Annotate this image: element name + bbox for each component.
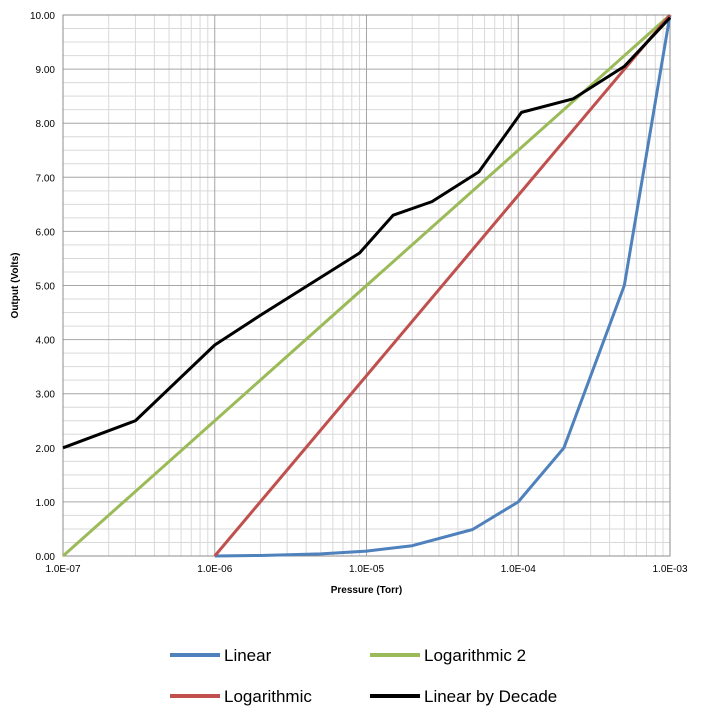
x-tick-label: 1.0E-06 — [197, 564, 232, 575]
x-tick-label: 1.0E-07 — [45, 564, 80, 575]
y-tick-label: 7.00 — [36, 173, 56, 184]
series-line-logarithmic — [213, 14, 672, 557]
plot-area-border — [62, 14, 671, 557]
legend-label-linear: Linear — [224, 646, 272, 665]
y-tick-label: 9.00 — [36, 65, 56, 76]
y-tick-label: 0.00 — [36, 552, 56, 563]
y-tick-label: 8.00 — [36, 119, 56, 130]
x-tick-label: 1.0E-05 — [349, 564, 384, 575]
y-tick-label: 3.00 — [36, 390, 56, 401]
series-line-linear-by-decade — [62, 16, 672, 450]
x-axis-title: Pressure (Torr) — [331, 585, 403, 596]
y-tick-label: 5.00 — [36, 282, 56, 293]
y-axis-title: Output (Volts) — [10, 253, 21, 319]
x-tick-label: 1.0E-03 — [652, 564, 687, 575]
y-tick-label: 6.00 — [36, 227, 56, 238]
series-line-logarithmic-2 — [62, 13, 671, 558]
y-tick-label: 2.00 — [36, 444, 56, 455]
legend-label-logarithmic-2: Logarithmic 2 — [424, 646, 526, 665]
series-lines — [62, 13, 672, 558]
y-tick-label: 10.00 — [30, 11, 55, 22]
legend-label-logarithmic: Logarithmic — [224, 687, 312, 706]
legend-label-linear-by-decade: Linear by Decade — [424, 687, 557, 706]
legend: Linear Logarithmic 2 Logarithmic Linear by … — [170, 646, 557, 706]
y-axis-ticks: 0.00 1.00 2.00 3.00 4.00 5.00 6.00 7.00 8.00 9.00… — [30, 11, 55, 563]
y-tick-label: 4.00 — [36, 336, 56, 347]
series-line-linear — [214, 14, 672, 558]
y-tick-label: 1.00 — [36, 498, 56, 509]
x-tick-label: 1.0E-04 — [501, 564, 536, 575]
x-axis-ticks: 1.0E-07 1.0E-06 1.0E-05 1.0E-04 1.0E-03 — [45, 564, 687, 575]
